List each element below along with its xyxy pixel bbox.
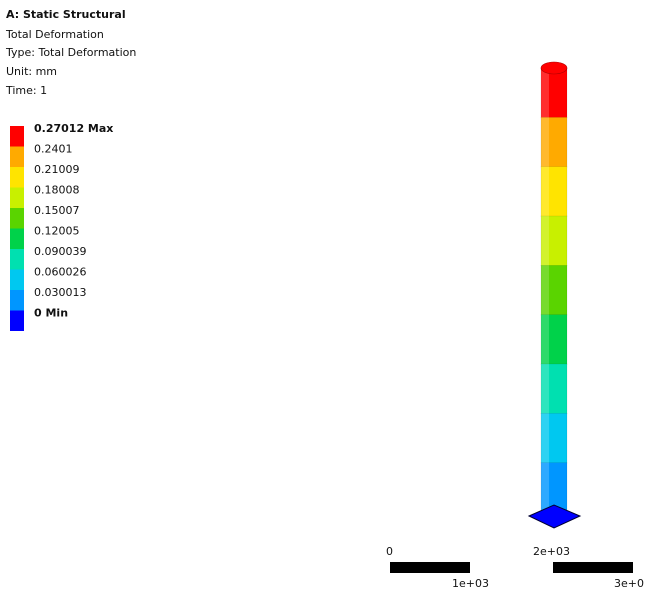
scale-bar	[390, 562, 470, 573]
legend-label: 0 Min	[34, 307, 68, 320]
legend-swatch	[10, 249, 24, 270]
result-info: Time: 1	[5, 84, 47, 97]
analysis-title: A: Static Structural	[6, 8, 126, 21]
result-info: Total Deformation	[5, 28, 104, 41]
base-plate	[529, 505, 580, 528]
legend-swatch	[10, 290, 24, 311]
result-info: Unit: mm	[6, 65, 57, 78]
column-shade	[541, 315, 549, 365]
column-shade	[541, 117, 549, 167]
result-view: A: Static Structural Total Deformation T…	[0, 0, 646, 591]
legend-label: 0.060026	[34, 266, 87, 279]
scale-bar	[553, 562, 633, 573]
column-shade	[541, 167, 549, 217]
column-top	[541, 62, 567, 74]
scale-label: 1e+03	[452, 577, 489, 590]
column-shade	[541, 364, 549, 414]
legend-label: 0.27012 Max	[34, 122, 113, 135]
legend-swatch	[10, 311, 24, 332]
legend-swatch	[10, 270, 24, 291]
legend-label: 0.2401	[34, 143, 73, 156]
column-shade	[541, 463, 549, 513]
column-shade	[541, 216, 549, 266]
legend-label: 0.030013	[34, 286, 87, 299]
legend-label: 0.21009	[34, 163, 80, 176]
legend: 0.27012 Max 0.2401 0.21009 0.18008 0.15007 0.…	[10, 122, 113, 331]
column-shade	[541, 413, 549, 463]
model	[529, 62, 580, 528]
column-shade	[541, 265, 549, 315]
legend-label: 0.18008	[34, 184, 80, 197]
legend-label: 0.12005	[34, 225, 80, 238]
legend-swatch	[10, 167, 24, 188]
column-shade	[541, 68, 549, 118]
legend-label: 0.15007	[34, 204, 80, 217]
legend-label: 0.090039	[34, 245, 87, 258]
legend-swatch	[10, 188, 24, 209]
legend-swatch	[10, 208, 24, 229]
legend-swatch	[10, 126, 24, 147]
result-info: Type: Total Deformation	[5, 46, 136, 59]
scale-label: 0	[386, 545, 393, 558]
legend-swatch	[10, 229, 24, 250]
scale-label: 2e+03	[533, 545, 570, 558]
legend-swatch	[10, 147, 24, 168]
scale-label: 3e+0	[614, 577, 644, 590]
